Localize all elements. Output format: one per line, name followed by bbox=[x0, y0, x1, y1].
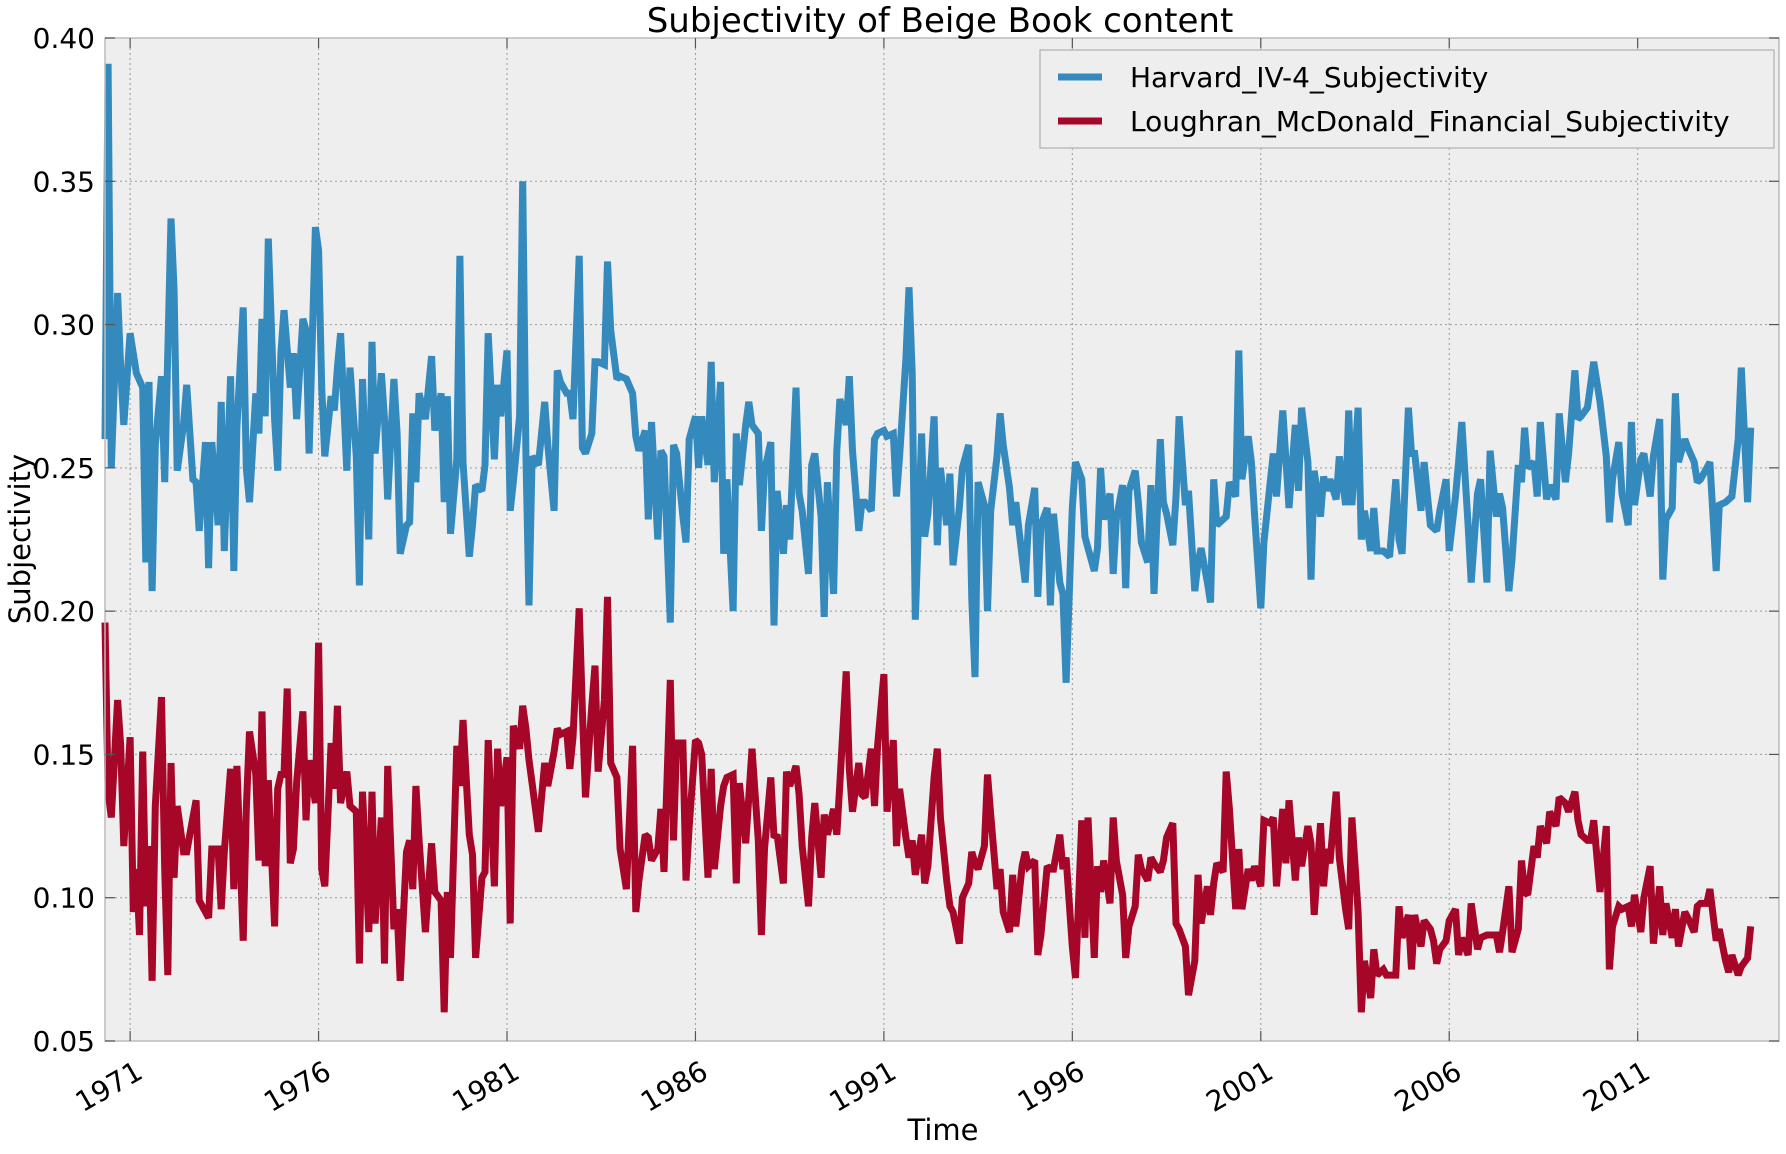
x-tick-label: 2011 bbox=[1577, 1054, 1655, 1118]
series-line-1 bbox=[101, 596, 1755, 1013]
legend-label-loughran: Loughran_McDonald_Financial_Subjectivity bbox=[1130, 105, 1730, 138]
y-axis-label: Subjectivity bbox=[3, 454, 37, 624]
x-tick-label: 1976 bbox=[258, 1054, 336, 1118]
series-line-0 bbox=[101, 63, 1755, 683]
y-tick-label: 0.35 bbox=[33, 165, 95, 198]
x-tick-label: 1986 bbox=[635, 1054, 713, 1118]
y-tick-label: 0.40 bbox=[33, 22, 95, 55]
x-tick-label: 2006 bbox=[1389, 1054, 1467, 1118]
x-axis-label: Time bbox=[907, 1113, 979, 1147]
x-tick-label: 1981 bbox=[447, 1054, 525, 1118]
legend-box bbox=[1039, 49, 1775, 149]
y-tick-label: 0.25 bbox=[33, 452, 95, 485]
plot-frame bbox=[104, 37, 1780, 1042]
x-tick-label: 1991 bbox=[824, 1054, 902, 1118]
chart-title: Subjectivity of Beige Book content bbox=[647, 1, 1234, 41]
y-tick-label: 0.10 bbox=[33, 882, 95, 915]
y-tick-label: 0.30 bbox=[33, 309, 95, 342]
y-tick-label: 0.05 bbox=[33, 1025, 95, 1058]
legend: Harvard_IV-4_Subjectivity Loughran_McDon… bbox=[1039, 49, 1775, 149]
y-tick-label: 0.20 bbox=[33, 595, 95, 628]
y-axis: 0.05 0.10 0.15 0.20 0.25 0.30 0.35 0.40 bbox=[33, 22, 1779, 1058]
series-lines bbox=[101, 63, 1755, 1013]
x-tick-label: 2001 bbox=[1200, 1054, 1278, 1118]
y-tick-label: 0.15 bbox=[33, 738, 95, 771]
legend-label-harvard: Harvard_IV-4_Subjectivity bbox=[1130, 61, 1488, 94]
x-tick-label: 1996 bbox=[1012, 1054, 1090, 1118]
x-tick-label: 1971 bbox=[70, 1054, 148, 1118]
